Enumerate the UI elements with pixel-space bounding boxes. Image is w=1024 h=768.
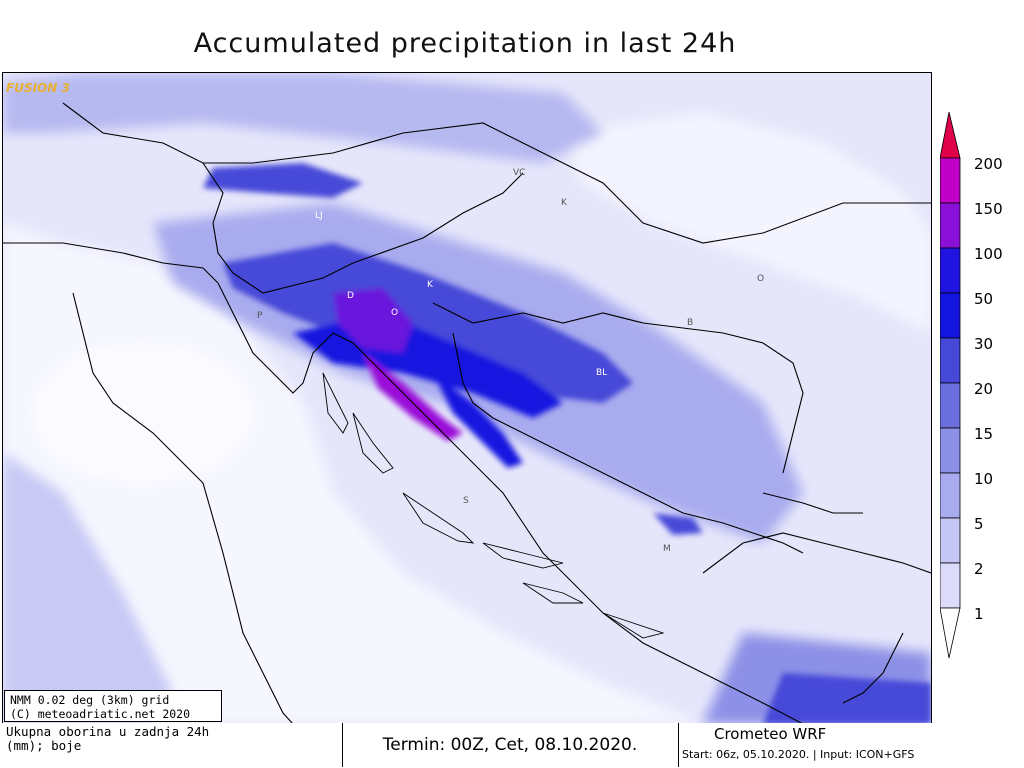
info-grid-line: NMM 0.02 deg (3km) grid: [10, 693, 170, 707]
legend-label-30: 30: [974, 335, 994, 353]
legend-label-150: 150: [974, 200, 1003, 218]
legend-bar: [940, 112, 961, 659]
precipitation-map: LJ D O K P BL VC K S M O B: [2, 72, 932, 725]
footer-bar: Ukupna oborina u zadnja 24h (mm); boje T…: [2, 723, 1022, 767]
legend-label-10: 10: [974, 470, 994, 488]
legend-label-5: 5: [974, 515, 984, 533]
footer-divider-left: [342, 723, 343, 767]
place-label-vc: VC: [513, 168, 525, 178]
legend-label-100: 100: [974, 245, 1003, 263]
map-canvas: LJ D O K P BL VC K S M O B: [3, 73, 931, 724]
footer-desc-line1: Ukupna oborina u zadnja 24h: [6, 724, 210, 739]
legend-label-15: 15: [974, 425, 994, 443]
footer-termin: Termin: 00Z, Cet, 08.10.2020.: [382, 735, 638, 755]
place-label-bl: BL: [596, 368, 607, 378]
place-label-p: P: [257, 311, 263, 321]
legend-label-20: 20: [974, 380, 994, 398]
place-label-k: K: [427, 280, 434, 290]
precip-light-areas: [3, 113, 931, 724]
legend-arrow-bottom: [940, 607, 961, 659]
borders-coastlines: [3, 102, 931, 724]
legend-arrow-top: [940, 112, 961, 159]
legend-label-2: 2: [974, 560, 984, 578]
footer-model: Crometeo WRF: [714, 725, 827, 743]
place-labels: LJ D O K P BL VC K S M O B: [257, 168, 764, 554]
map-title: Accumulated precipitation in last 24h: [193, 28, 737, 59]
legend-label-50: 50: [974, 290, 994, 308]
place-label-d: D: [347, 291, 354, 301]
legend-label-200: 200: [974, 155, 1003, 173]
precip-heavy-core: [203, 163, 931, 724]
footer-divider-right: [678, 723, 679, 767]
place-label-b: B: [687, 318, 693, 328]
footer-desc-line2: (mm); boje: [6, 738, 82, 753]
info-copyright-line: (C) meteoadriatic.net 2020: [10, 707, 191, 721]
place-label-o2: O: [757, 274, 764, 284]
islands: [322, 372, 665, 639]
place-label-m: M: [663, 544, 671, 554]
footer-start: Start: 06z, 05.10.2020. | Input: ICON+GF…: [682, 748, 915, 761]
place-label-lj: LJ: [315, 211, 323, 221]
brand-label: FUSION 3: [6, 81, 70, 95]
color-legend: 200 150 100 50 30 20 15 10 5 2 1: [940, 112, 1024, 672]
place-label-o: O: [391, 308, 398, 318]
place-label-s: S: [463, 496, 469, 506]
place-label-k2: K: [561, 198, 568, 208]
info-box: NMM 0.02 deg (3km) grid (C) meteoadriati…: [4, 690, 222, 722]
legend-label-1: 1: [974, 605, 984, 623]
footer-description: Ukupna oborina u zadnja 24h (mm); boje: [6, 725, 209, 753]
